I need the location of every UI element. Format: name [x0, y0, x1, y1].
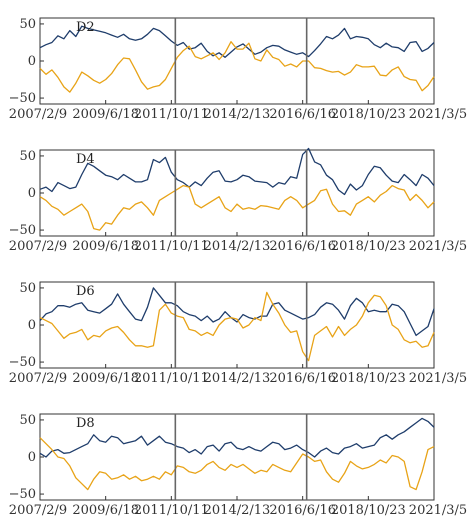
y-tick-label: 0	[28, 318, 36, 333]
x-tick-label: 2009/6/18	[72, 371, 139, 386]
y-tick-label: 0	[28, 450, 36, 465]
x-tick-label: 2007/2/9	[9, 371, 67, 386]
x-tick-label: 2011/10/11	[134, 371, 209, 386]
panel-label: D8	[76, 416, 95, 431]
x-tick-label: 2014/2/13	[204, 503, 271, 518]
series-line-2	[39, 41, 435, 93]
panel-label: D4	[76, 152, 95, 167]
series-line-1	[39, 25, 435, 58]
series-line-1	[39, 287, 435, 337]
x-tick-label: 2021/3/5	[409, 503, 467, 518]
y-tick-label: −50	[9, 91, 36, 106]
x-tick-label: 2016/6/16	[269, 503, 336, 518]
x-tick-label: 2007/2/9	[9, 503, 67, 518]
y-tick-label: 50	[19, 17, 36, 32]
y-tick-label: −50	[9, 223, 36, 238]
series-line-2	[39, 437, 435, 491]
x-tick-label: 2011/10/11	[134, 239, 209, 254]
x-tick-label: 2016/6/16	[269, 371, 336, 386]
plot-frame	[39, 149, 435, 237]
x-tick-label: 2007/2/9	[9, 107, 67, 122]
y-tick-label: 0	[28, 54, 36, 69]
series-line-1	[39, 147, 435, 196]
x-tick-label: 2009/6/18	[72, 107, 139, 122]
y-tick-label: 50	[19, 413, 36, 428]
x-tick-label: 2021/3/5	[409, 107, 467, 122]
series-line-1	[39, 417, 435, 458]
y-tick-label: 0	[28, 186, 36, 201]
x-tick-label: 2018/10/23	[331, 503, 406, 518]
series-line-2	[39, 184, 435, 231]
plot-frame	[39, 413, 435, 501]
x-tick-label: 2014/2/13	[204, 239, 271, 254]
x-tick-label: 2016/6/16	[269, 239, 336, 254]
y-tick-label: −50	[9, 487, 36, 502]
x-tick-label: 2007/2/9	[9, 239, 67, 254]
x-tick-label: 2009/6/18	[72, 239, 139, 254]
x-tick-label: 2011/10/11	[134, 503, 209, 518]
panel-label: D2	[76, 20, 95, 35]
x-tick-label: 2018/10/23	[331, 239, 406, 254]
x-tick-label: 2014/2/13	[204, 371, 271, 386]
x-tick-label: 2021/3/5	[409, 371, 467, 386]
x-tick-label: 2011/10/11	[134, 107, 209, 122]
y-tick-label: −50	[9, 355, 36, 370]
panel-label: D6	[76, 284, 95, 299]
y-tick-label: 50	[19, 281, 36, 296]
y-tick-label: 50	[19, 149, 36, 164]
x-tick-label: 2018/10/23	[331, 107, 406, 122]
x-tick-label: 2021/3/5	[409, 239, 467, 254]
x-tick-label: 2016/6/16	[269, 107, 336, 122]
x-tick-label: 2014/2/13	[204, 107, 271, 122]
series-line-2	[39, 291, 435, 362]
x-tick-label: 2009/6/18	[72, 503, 139, 518]
x-tick-label: 2018/10/23	[331, 371, 406, 386]
